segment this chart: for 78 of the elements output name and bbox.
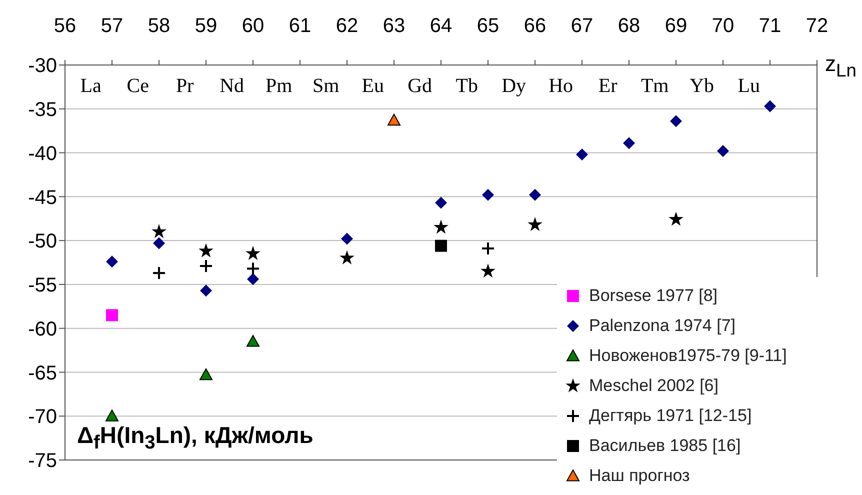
x-tick-label: 70 (712, 15, 734, 37)
annotation: Eu (360, 75, 385, 98)
point (480, 263, 496, 278)
y-tick-label: -30 (28, 55, 57, 78)
x-tick-label: 67 (570, 15, 594, 37)
x-axis-title: z$_{Ln}$ (825, 51, 856, 82)
point (435, 196, 447, 209)
point (388, 114, 400, 126)
annotation: La (79, 75, 102, 98)
point (435, 240, 447, 252)
point (482, 188, 494, 201)
legend-label: Васильев 1985 [16] (589, 436, 741, 456)
annotation: Ce (126, 75, 150, 98)
point (200, 368, 212, 380)
point (764, 100, 776, 112)
annotation: Ho (548, 75, 574, 98)
x-tick-label: 72 (806, 15, 828, 37)
point (152, 224, 166, 238)
x-tick-label: 69 (664, 15, 688, 37)
x-tick-label: 64 (430, 15, 452, 37)
y-tick-label: -60 (28, 318, 57, 340)
x-tick-label: 62 (336, 15, 358, 37)
x-tick-label: 56 (54, 15, 76, 37)
annotation: Er (597, 75, 618, 98)
point (668, 212, 684, 226)
point (247, 273, 259, 286)
x-tick-label: 63 (382, 15, 406, 37)
x-tick-label: 59 (194, 15, 218, 37)
annotation: Pm (264, 75, 294, 98)
x-tick-label: 57 (100, 15, 124, 37)
point (106, 256, 118, 268)
point (200, 284, 212, 297)
legend-label: Новоженов1975-79 [9-11] (589, 346, 787, 366)
point (106, 309, 118, 322)
point (246, 246, 260, 260)
point (717, 145, 729, 158)
x-tick-label: 71 (758, 15, 782, 37)
legend-label: Borsese 1977 [8] (589, 286, 718, 306)
y-tick-label: -55 (28, 274, 57, 297)
point (153, 237, 165, 250)
annotation: Yb (688, 75, 716, 98)
legend-label: Наш прогноз (589, 466, 690, 486)
point (106, 410, 118, 422)
annotation: Pr (174, 75, 195, 98)
annotation: Lu (736, 75, 761, 98)
point (341, 232, 353, 245)
x-tick-label: 60 (242, 15, 264, 37)
x-tick-label: 61 (288, 15, 312, 37)
point (434, 220, 448, 234)
point (623, 137, 635, 150)
point (198, 243, 214, 258)
annotation: Dy (500, 75, 528, 98)
legend-label: Дегтярь 1971 [12-15] (589, 406, 752, 426)
annotation: Sm (312, 75, 340, 98)
point (246, 335, 260, 347)
point (576, 148, 588, 161)
y-tick-label: -75 (28, 450, 57, 472)
y-tick-label: -65 (28, 362, 57, 384)
x-tick-label: 58 (148, 15, 170, 37)
x-tick-label: 66 (524, 15, 546, 37)
y-tick-label: -40 (28, 142, 57, 165)
y-axis-title: Δ$_{f}$H(In$_{3}$Ln), кДж/моль (77, 422, 314, 455)
y-tick-label: -50 (28, 230, 57, 253)
point (340, 250, 354, 264)
point (529, 188, 541, 201)
y-tick-label: -45 (28, 186, 57, 209)
annotation: Gd (406, 75, 434, 98)
point (528, 216, 542, 232)
x-tick-label: 68 (618, 15, 640, 37)
annotation: Tm (640, 75, 670, 98)
annotation: Tb (454, 75, 479, 98)
y-tick-label: -35 (28, 98, 57, 121)
legend-label: Palenzona 1974 [7] (589, 316, 736, 336)
point (670, 115, 682, 128)
y-tick-label: -70 (28, 406, 57, 428)
x-tick-label: 65 (476, 15, 500, 37)
legend-label: Meschel 2002 [6] (589, 376, 718, 396)
annotation: Nd (218, 75, 246, 98)
